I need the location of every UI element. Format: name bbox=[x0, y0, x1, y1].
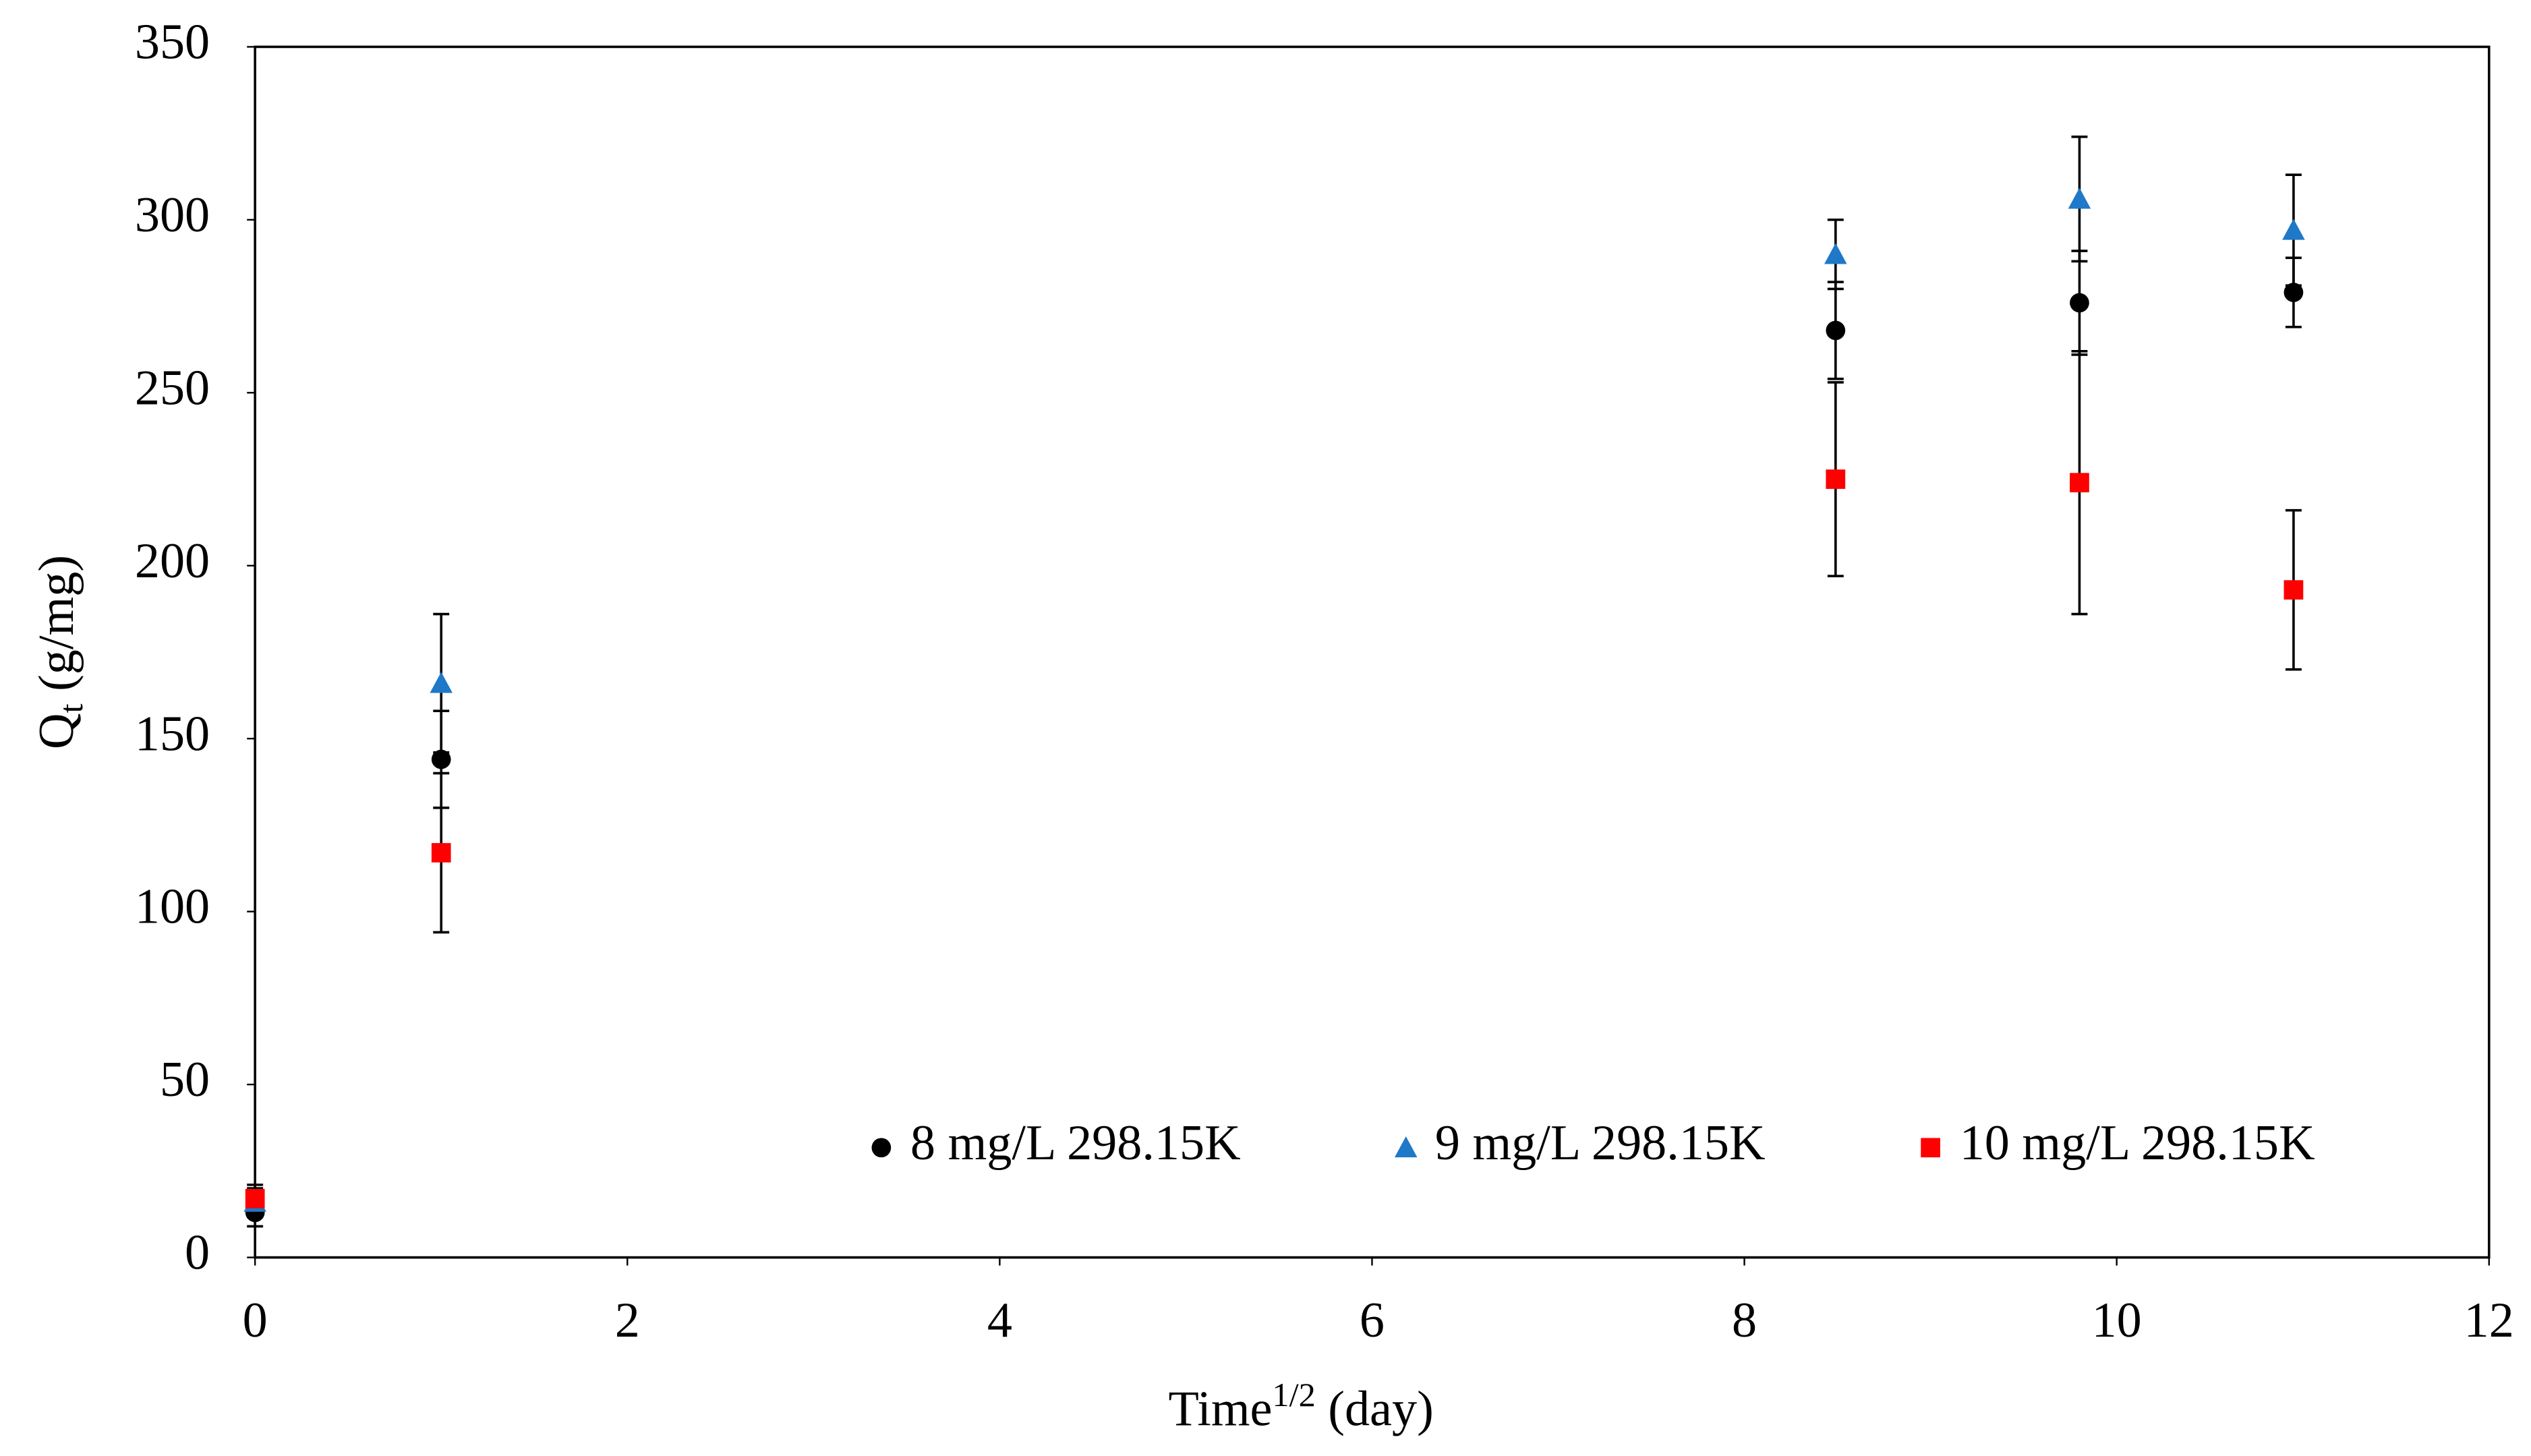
x-tick-label: 8 bbox=[1732, 1293, 1757, 1348]
x-label-unit: (day) bbox=[1316, 1382, 1434, 1437]
legend-label: 8 mg/L 298.15K bbox=[910, 1115, 1241, 1171]
data-point bbox=[2282, 219, 2305, 240]
y-tick-label: 200 bbox=[135, 533, 210, 589]
y-label-main: Q bbox=[29, 713, 84, 749]
data-point bbox=[1826, 469, 1846, 489]
legend-marker bbox=[871, 1138, 892, 1158]
y-tick-label: 300 bbox=[135, 187, 210, 243]
data-point bbox=[245, 1189, 265, 1209]
data-point bbox=[431, 843, 451, 863]
data-point bbox=[2068, 187, 2091, 209]
x-tick-label: 2 bbox=[615, 1293, 640, 1348]
legend-marker bbox=[1394, 1136, 1418, 1158]
legend-label: 10 mg/L 298.15K bbox=[1960, 1115, 2315, 1171]
data-point bbox=[430, 672, 453, 693]
x-label-main: Time bbox=[1169, 1382, 1273, 1437]
y-tick-label: 350 bbox=[135, 14, 210, 69]
x-tick-label: 12 bbox=[2464, 1293, 2514, 1348]
x-axis-title: Time1/2 (day) bbox=[1169, 1375, 1434, 1436]
data-point bbox=[1826, 320, 1846, 341]
y-label-sub: t bbox=[52, 703, 90, 713]
data-point bbox=[2283, 283, 2304, 302]
data-point bbox=[1824, 243, 1847, 264]
legend-label: 9 mg/L 298.15K bbox=[1435, 1115, 1766, 1171]
y-tick-label: 0 bbox=[185, 1225, 210, 1281]
x-tick-label: 4 bbox=[987, 1293, 1012, 1348]
data-point bbox=[2070, 473, 2089, 493]
y-tick-label: 100 bbox=[135, 879, 210, 935]
data-point bbox=[431, 749, 451, 769]
data-point bbox=[2070, 293, 2089, 313]
y-axis-title: Qt (g/mg) bbox=[29, 555, 90, 749]
x-tick-label: 0 bbox=[243, 1293, 268, 1348]
x-tick-label: 6 bbox=[1360, 1293, 1385, 1348]
x-tick-label: 10 bbox=[2092, 1293, 2142, 1348]
data-point bbox=[2283, 580, 2304, 600]
y-tick-label: 50 bbox=[160, 1052, 210, 1107]
y-tick-label: 250 bbox=[135, 360, 210, 415]
legend-marker bbox=[1921, 1138, 1940, 1158]
y-tick-label: 150 bbox=[135, 706, 210, 761]
plot-frame bbox=[254, 45, 2491, 1259]
x-label-sup: 1/2 bbox=[1272, 1375, 1315, 1413]
y-label-unit: (g/mg) bbox=[29, 555, 84, 703]
